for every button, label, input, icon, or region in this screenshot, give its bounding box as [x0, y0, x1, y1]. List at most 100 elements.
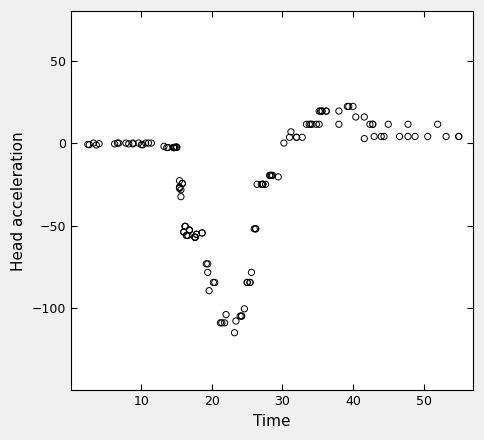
Point — [204, 260, 212, 268]
Point — [262, 181, 270, 188]
Point — [259, 181, 267, 188]
Point — [424, 133, 432, 140]
Point — [122, 139, 130, 147]
Point — [335, 121, 343, 128]
Point — [442, 133, 450, 140]
Point — [411, 133, 419, 140]
Point — [160, 143, 168, 150]
Point — [238, 312, 245, 319]
Point — [202, 260, 210, 268]
Point — [349, 103, 357, 110]
Point — [269, 172, 276, 179]
Point — [369, 121, 377, 128]
Point — [307, 121, 315, 128]
Point — [241, 305, 248, 312]
Point — [280, 139, 288, 147]
Point — [293, 134, 301, 141]
Point — [216, 319, 224, 326]
Point — [266, 172, 273, 179]
Point — [345, 103, 353, 110]
Point — [90, 139, 97, 147]
Point — [455, 133, 463, 140]
Point — [191, 234, 199, 241]
Point — [111, 140, 119, 147]
Point — [361, 114, 368, 121]
Point — [236, 312, 244, 319]
Point — [185, 227, 193, 234]
Point — [218, 319, 226, 326]
Point — [114, 139, 121, 147]
Point — [176, 184, 183, 191]
Point — [404, 133, 412, 140]
Point — [252, 225, 259, 232]
Point — [259, 181, 267, 188]
Point — [170, 144, 178, 151]
Point — [182, 223, 189, 230]
Point — [308, 121, 316, 128]
Point — [335, 107, 343, 114]
Point — [173, 144, 181, 151]
Point — [455, 133, 463, 140]
Point — [193, 231, 200, 238]
Point — [253, 181, 261, 188]
Point — [184, 232, 192, 239]
Point — [84, 141, 91, 148]
Point — [182, 232, 190, 239]
Point — [177, 193, 185, 200]
Point — [85, 141, 93, 148]
Point — [198, 229, 206, 236]
Point — [366, 121, 374, 128]
Point — [163, 144, 171, 151]
Point — [267, 172, 275, 179]
Point — [257, 181, 265, 188]
Point — [182, 223, 189, 230]
Point — [267, 172, 275, 179]
Point — [287, 128, 295, 136]
Point — [246, 279, 254, 286]
Point — [180, 228, 188, 235]
Point — [170, 144, 178, 151]
Point — [125, 140, 133, 147]
Point — [193, 231, 200, 238]
Point — [171, 144, 179, 151]
Point — [380, 133, 388, 140]
Point — [173, 144, 181, 151]
Point — [298, 134, 306, 141]
Point — [182, 232, 190, 239]
Point — [252, 225, 259, 232]
X-axis label: Time: Time — [253, 414, 291, 429]
Point — [286, 134, 293, 141]
Point — [179, 180, 186, 187]
Point — [344, 103, 351, 110]
Point — [165, 144, 172, 151]
Point — [191, 234, 199, 241]
Point — [198, 229, 206, 236]
Point — [177, 186, 185, 193]
Point — [191, 234, 199, 241]
Point — [369, 121, 377, 128]
Point — [396, 133, 404, 140]
Point — [135, 139, 142, 147]
Point — [129, 139, 137, 147]
Point — [370, 133, 378, 140]
Point — [274, 173, 282, 180]
Point — [378, 133, 385, 140]
Point — [115, 139, 123, 147]
Point — [139, 141, 147, 148]
Point — [315, 107, 323, 114]
Point — [322, 107, 330, 114]
Point — [248, 269, 256, 276]
Point — [259, 181, 267, 188]
Point — [384, 121, 392, 128]
Point — [145, 139, 152, 147]
Point — [137, 141, 145, 148]
Point — [222, 311, 230, 318]
Point — [170, 144, 178, 151]
Point — [246, 279, 254, 286]
Point — [210, 279, 217, 286]
Point — [305, 121, 313, 128]
Point — [176, 185, 183, 192]
Point — [318, 107, 326, 114]
Point — [322, 107, 330, 114]
Point — [142, 139, 150, 147]
